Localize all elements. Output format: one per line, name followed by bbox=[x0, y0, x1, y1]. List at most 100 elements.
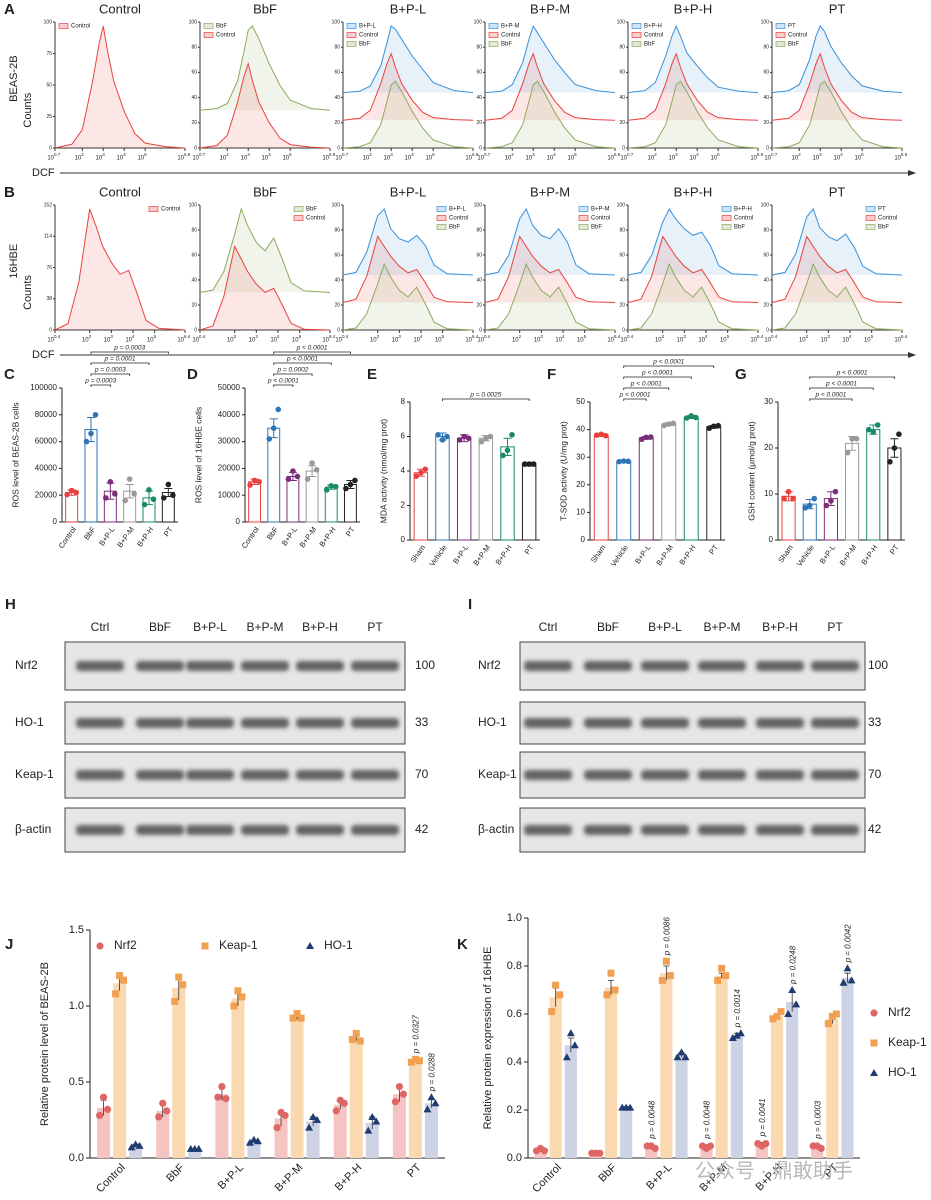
x-tick-exponent: 2 bbox=[226, 152, 229, 157]
curve-fill bbox=[485, 209, 615, 275]
protein-label: HO-1 bbox=[15, 715, 44, 729]
x-tick-label: Control bbox=[240, 525, 261, 550]
x-tick-exponent: 5 bbox=[289, 152, 292, 157]
curve-fill bbox=[485, 81, 615, 148]
data-point bbox=[602, 432, 609, 439]
x-tick-exponent: 0.4 bbox=[484, 334, 491, 339]
legend-swatch bbox=[488, 23, 499, 29]
error-bar bbox=[567, 1037, 574, 1053]
data-point bbox=[135, 1141, 144, 1149]
p-value: p < 0.0001 bbox=[267, 378, 299, 385]
curve-fill bbox=[628, 81, 758, 148]
data-point bbox=[598, 431, 605, 438]
data-point bbox=[309, 1112, 318, 1120]
protein-label: Nrf2 bbox=[478, 658, 501, 672]
y-tick-label: 0 bbox=[49, 145, 52, 151]
x-tick-base: 10 bbox=[104, 338, 111, 344]
data-point bbox=[853, 436, 860, 442]
band bbox=[584, 661, 632, 671]
lane-label: B+P-L bbox=[193, 620, 227, 634]
p-value: p < 0.0001 bbox=[825, 381, 857, 388]
significance-bracket bbox=[809, 376, 895, 379]
p-value: p < 0.0001 bbox=[630, 381, 662, 388]
x-tick-base: 10 bbox=[655, 338, 662, 344]
y-tick-label: 20 bbox=[763, 120, 769, 126]
band bbox=[811, 770, 859, 780]
p-value: p < 0.0001 bbox=[652, 359, 684, 366]
x-tick-label: BbF bbox=[164, 1162, 187, 1185]
curve-fill bbox=[343, 236, 473, 303]
legend-label: Control bbox=[359, 33, 378, 39]
bar bbox=[113, 983, 127, 1158]
data-point bbox=[849, 436, 855, 442]
curve-fill bbox=[772, 81, 902, 148]
x-tick-label: B+P-L bbox=[216, 1162, 246, 1192]
significance-bracket bbox=[273, 362, 332, 365]
bar bbox=[408, 1060, 422, 1158]
band bbox=[136, 718, 184, 728]
legend-marker bbox=[870, 1069, 878, 1076]
y-tick-label: 80 bbox=[619, 45, 625, 51]
data-point bbox=[423, 1105, 432, 1113]
data-point bbox=[662, 957, 670, 965]
x-tick-label: Control bbox=[57, 525, 78, 550]
data-point bbox=[99, 1093, 108, 1101]
data-point bbox=[865, 426, 872, 433]
y-tick-label: 20 bbox=[619, 302, 625, 308]
data-point bbox=[722, 972, 730, 980]
curve-fill bbox=[55, 209, 185, 330]
legend-label: BbF bbox=[591, 225, 602, 231]
x-tick-base: 10 bbox=[47, 338, 54, 344]
data-point bbox=[170, 492, 176, 499]
y-tick-label: 0 bbox=[401, 535, 406, 544]
y-tick-label: 10000 bbox=[218, 490, 241, 499]
data-point bbox=[773, 1012, 781, 1020]
y-tick-label: 40 bbox=[763, 277, 769, 283]
legend-label: Control bbox=[644, 33, 663, 39]
row-label: 16HBE bbox=[8, 244, 20, 279]
histogram-curve bbox=[199, 207, 331, 293]
band bbox=[641, 770, 689, 780]
data-point bbox=[415, 1057, 423, 1065]
x-tick-base: 10 bbox=[117, 156, 124, 162]
legend-swatch bbox=[631, 23, 642, 29]
histogram-curve bbox=[627, 235, 759, 303]
x-tick-base: 10 bbox=[435, 338, 442, 344]
y-tick-label: 60000 bbox=[35, 437, 58, 446]
x-tick-label: PT bbox=[888, 543, 901, 556]
x-tick-exponent: 5 bbox=[432, 152, 435, 157]
y-tick-label: 20 bbox=[191, 120, 197, 126]
histogram-curve bbox=[627, 52, 759, 121]
legend-label: Control bbox=[734, 216, 753, 222]
p-value: p < 0.0001 bbox=[836, 370, 868, 377]
legend-label: Control bbox=[216, 33, 235, 39]
histogram-curve bbox=[627, 262, 759, 331]
x-tick-exponent: 0.7 bbox=[771, 152, 778, 157]
blot-frame bbox=[519, 701, 866, 745]
legend-marker bbox=[201, 942, 209, 950]
y-tick-label: 0 bbox=[337, 145, 340, 151]
data-point bbox=[323, 487, 330, 493]
y-tick-label: 20 bbox=[576, 480, 585, 489]
lane-label: B+P-L bbox=[648, 620, 682, 634]
x-tick-exponent: 0.4 bbox=[627, 334, 634, 339]
legend-swatch bbox=[578, 215, 589, 221]
data-point bbox=[340, 1099, 348, 1107]
kda-label: 42 bbox=[415, 822, 429, 836]
y-tick-label: 60 bbox=[191, 70, 197, 76]
band bbox=[296, 661, 344, 671]
data-point bbox=[348, 1035, 356, 1043]
panel-label: D bbox=[187, 366, 198, 383]
y-tick-label: 0.8 bbox=[507, 960, 522, 972]
data-point bbox=[692, 414, 699, 421]
curve-fill bbox=[772, 26, 902, 93]
data-point bbox=[828, 498, 834, 504]
legend-swatch bbox=[436, 206, 447, 212]
legend-label: PT bbox=[788, 24, 796, 30]
x-tick-base: 10 bbox=[262, 156, 269, 162]
x-tick-base: 10 bbox=[96, 156, 103, 162]
x-tick-base: 10 bbox=[710, 156, 717, 162]
bar bbox=[683, 416, 699, 541]
x-tick-label: B+P-H bbox=[333, 1162, 365, 1194]
y-tick-label: 60 bbox=[619, 70, 625, 76]
